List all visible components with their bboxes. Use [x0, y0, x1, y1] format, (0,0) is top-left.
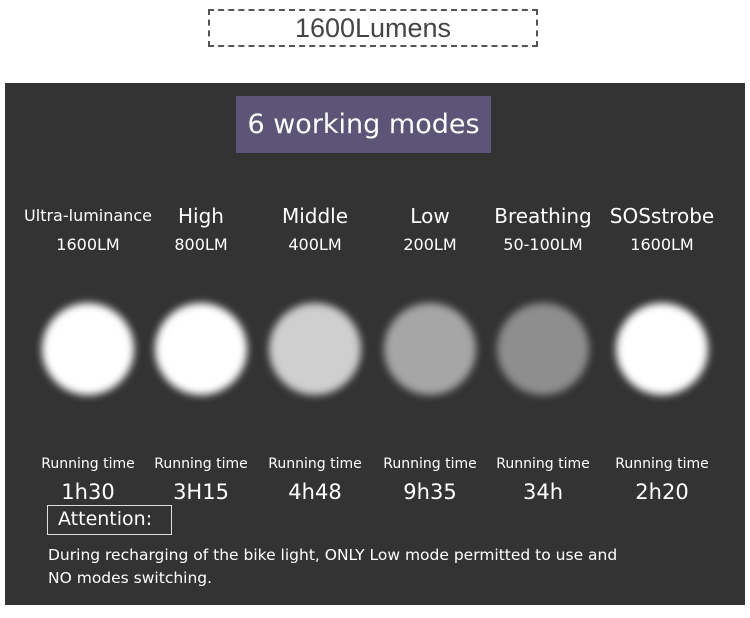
mode-name: High [178, 204, 224, 228]
lumens-title: 1600Lumens [208, 9, 538, 47]
light-circle [497, 303, 589, 395]
running-time-label: Running time [383, 456, 477, 472]
running-time-value: 1h30 [61, 480, 115, 504]
mode-name: Ultra-luminance [24, 206, 152, 225]
attention-label: Attention: [47, 505, 172, 535]
mode-lumens: 1600LM [630, 235, 694, 254]
running-time-label: Running time [41, 456, 135, 472]
running-time-label: Running time [496, 456, 590, 472]
running-time-label: Running time [268, 456, 362, 472]
mode-column: Low 200LM Running time 9h35 [365, 203, 495, 505]
mode-name: Breathing [494, 204, 592, 228]
mode-lumens: 50-100LM [503, 235, 583, 254]
running-time-value: 2h20 [635, 480, 689, 504]
running-time-label: Running time [154, 456, 248, 472]
light-circle [384, 303, 476, 395]
modes-title: 6 working modes [236, 96, 491, 153]
mode-name: Low [410, 204, 450, 228]
running-time-value: 3H15 [173, 480, 229, 504]
attention-line-2: NO modes switching. [48, 569, 213, 587]
mode-lumens: 800LM [174, 235, 228, 254]
mode-column: Middle 400LM Running time 4h48 [250, 203, 380, 505]
mode-lumens: 1600LM [56, 235, 120, 254]
mode-lumens: 400LM [288, 235, 342, 254]
light-circle [616, 303, 708, 395]
running-time-value: 9h35 [403, 480, 457, 504]
mode-column: SOSstrobe 1600LM Running time 2h20 [597, 203, 727, 505]
light-circle [269, 303, 361, 395]
attention-line-1: During recharging of the bike light, ONL… [48, 546, 618, 564]
running-time-value: 4h48 [288, 480, 342, 504]
modes-panel: 6 working modes Ultra-luminance 1600LM R… [5, 83, 745, 605]
running-time-value: 34h [522, 480, 564, 504]
mode-name: SOSstrobe [609, 204, 715, 228]
attention-note: During recharging of the bike light, ONL… [48, 544, 708, 590]
light-circle [155, 303, 247, 395]
light-circle [42, 303, 134, 395]
mode-column: High 800LM Running time 3H15 [136, 203, 266, 505]
running-time-label: Running time [615, 456, 709, 472]
mode-column: Ultra-luminance 1600LM Running time 1h30 [23, 203, 153, 505]
mode-name: Middle [281, 204, 349, 228]
mode-column: Breathing 50-100LM Running time 34h [478, 203, 608, 505]
mode-lumens: 200LM [403, 235, 457, 254]
